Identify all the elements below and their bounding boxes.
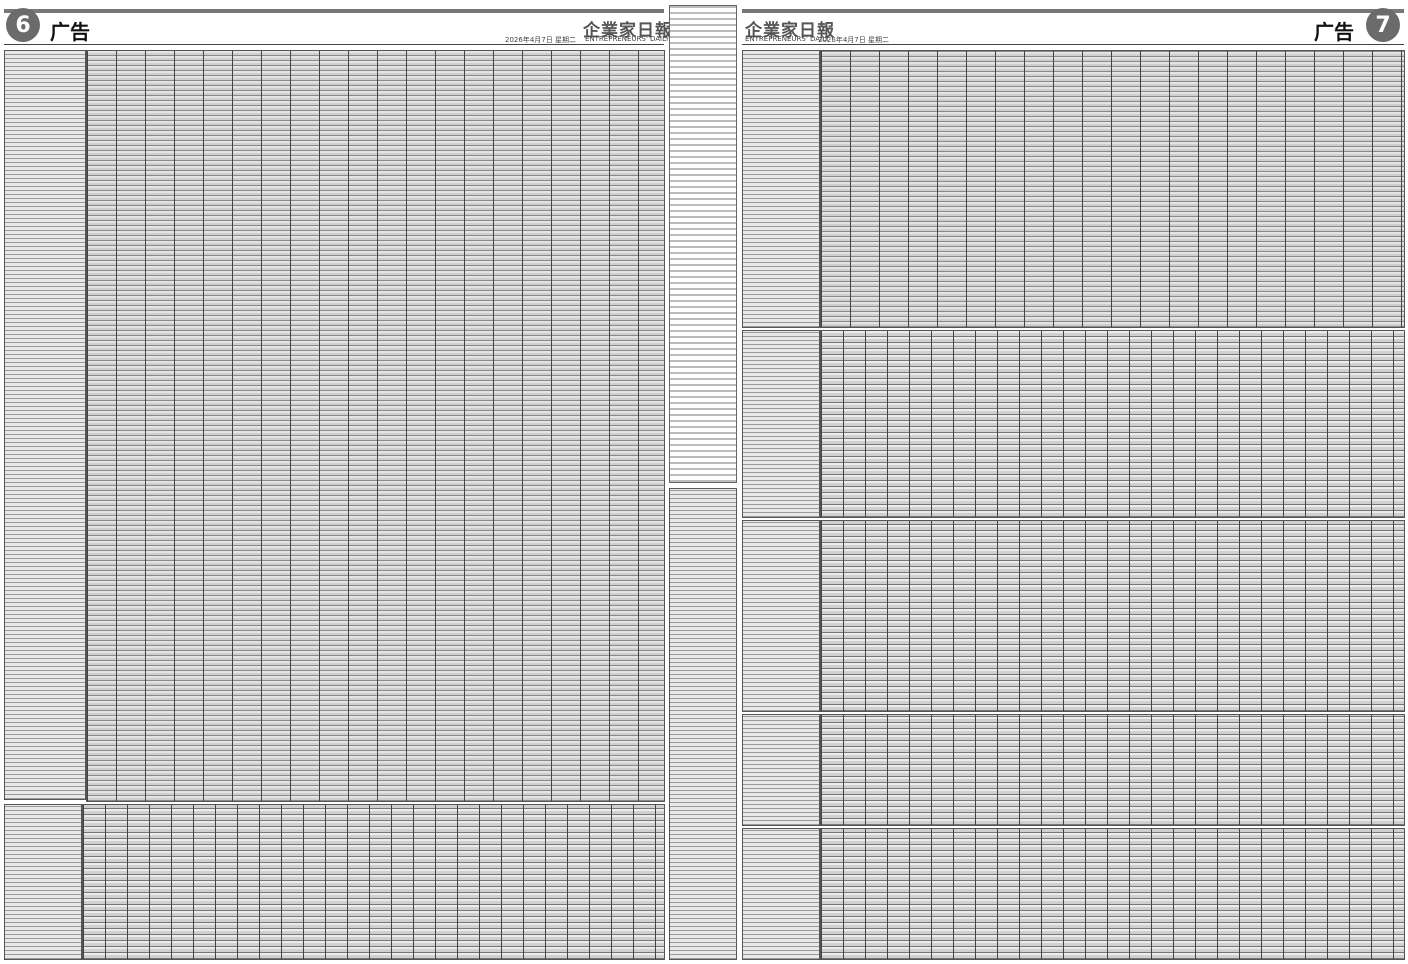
top-bar	[742, 9, 1404, 13]
section-title: 广告	[1314, 20, 1354, 44]
notice-column	[669, 488, 737, 960]
ad-table	[820, 714, 1405, 826]
ad-sidebar	[742, 828, 820, 960]
notice-column	[669, 5, 737, 483]
masthead: 企業家日報	[583, 21, 673, 41]
page-number: 7	[1366, 8, 1400, 42]
ad-table	[820, 330, 1405, 518]
rule	[4, 44, 664, 45]
rule	[742, 44, 1404, 45]
ad-sidebar	[4, 804, 82, 960]
page-number: 6	[6, 8, 40, 42]
ad-sidebar	[742, 50, 820, 328]
ad-sidebar	[742, 330, 820, 518]
ad-sidebar	[742, 714, 820, 826]
ad-table	[820, 828, 1405, 960]
date: 2026年4月7日 星期二	[818, 36, 889, 44]
section-title: 广告	[50, 20, 90, 44]
masthead-en: ENTREPRENEURS' DAILY	[585, 35, 670, 43]
ad-sidebar	[4, 50, 86, 800]
ad-sidebar	[742, 520, 820, 712]
ad-table	[820, 50, 1405, 328]
ad-table	[86, 50, 665, 802]
ad-table	[820, 520, 1405, 712]
top-bar	[4, 9, 664, 13]
date: 2026年4月7日 星期二	[505, 36, 576, 44]
masthead-en: ENTREPRENEURS' DAILY	[745, 35, 830, 43]
masthead: 企業家日報	[745, 21, 835, 41]
ad-table	[82, 804, 665, 960]
